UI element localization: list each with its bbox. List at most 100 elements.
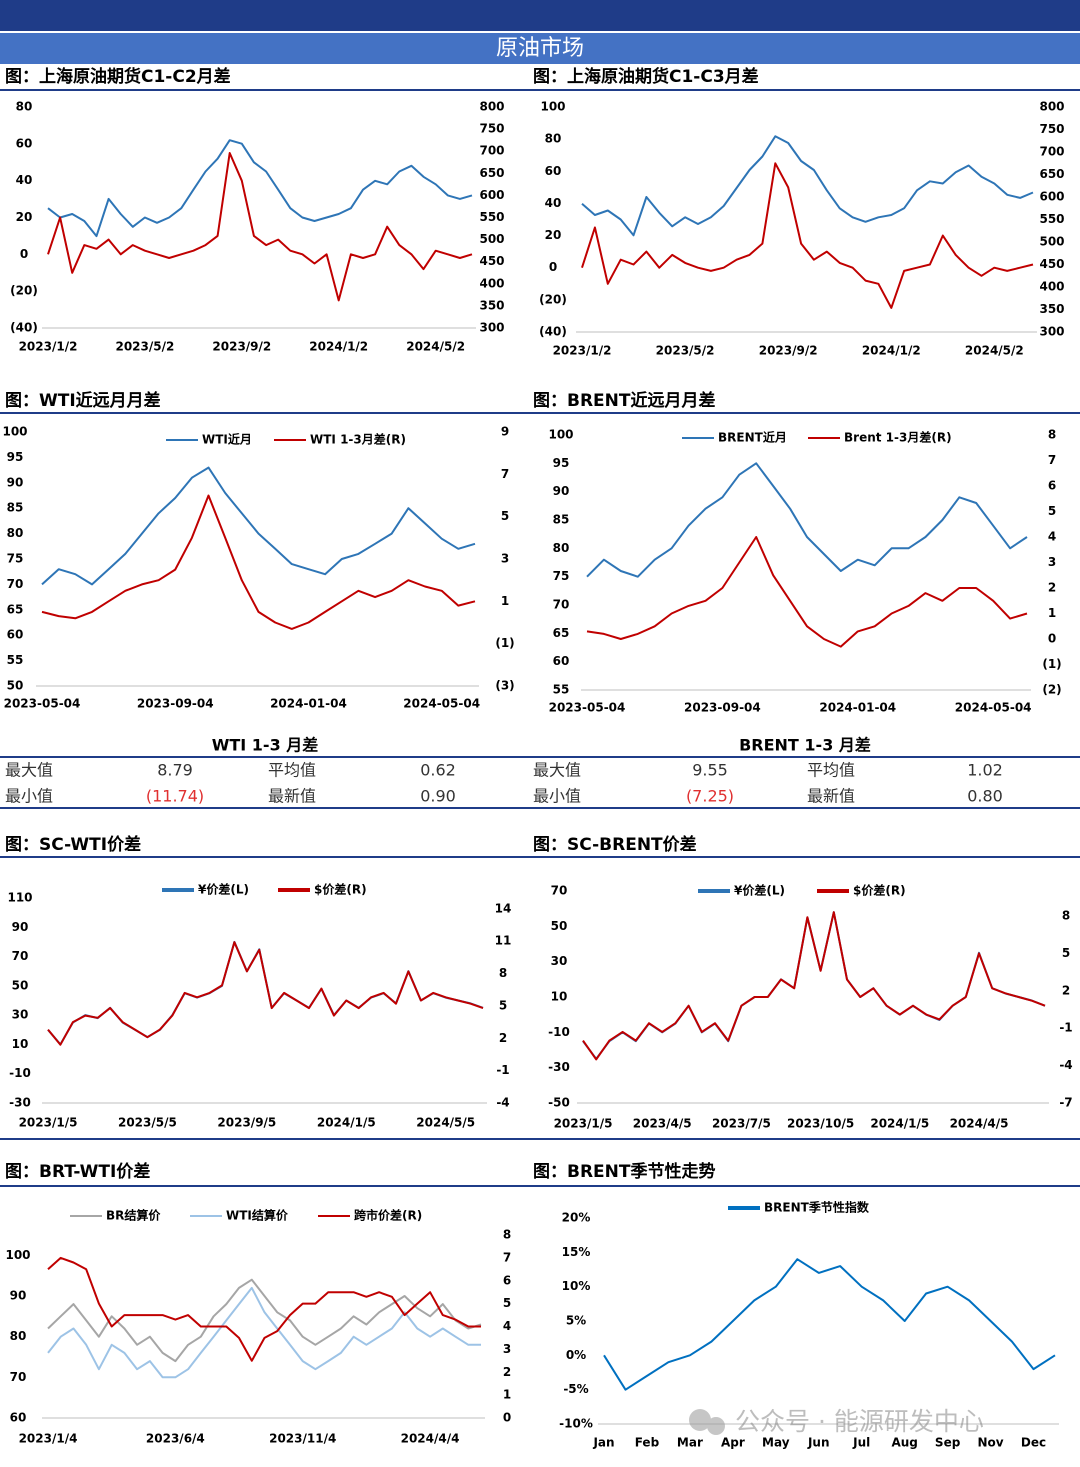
y-tick-label: 300 (479, 321, 504, 335)
y-tick-label: 14 (495, 901, 512, 915)
legend-label: ¥价差(L) (198, 882, 249, 897)
cell: 最大值 (533, 761, 581, 780)
chart-title: 图：WTI近远月月差 (5, 390, 161, 411)
series-line (586, 536, 1028, 648)
y-tick-label: 8 (503, 1228, 511, 1242)
y-tick-label: (1) (495, 636, 514, 650)
y-tick-label: 100 (540, 100, 565, 114)
x-tick-label: 2023-09-04 (137, 697, 214, 711)
x-tick-label: 2023/5/2 (115, 340, 174, 354)
y-tick-label: 500 (479, 232, 504, 246)
x-tick-label: Nov (978, 1436, 1004, 1450)
y-tick-label: 300 (1039, 325, 1064, 339)
x-tick-label: May (762, 1436, 790, 1450)
chart: 图：WTI近远月月差1009590858075706560555097531(1… (2, 390, 514, 711)
x-tick-label: 2023/4/5 (633, 1117, 692, 1131)
series-line (582, 911, 1046, 1060)
y-tick-label: 65 (553, 626, 570, 640)
y-tick-label: 65 (7, 602, 24, 616)
y-tick-label: -7 (1059, 1096, 1072, 1110)
y-tick-label: 650 (1039, 167, 1064, 181)
y-tick-label: 100 (5, 1248, 30, 1262)
cell: 平均值 (807, 761, 855, 780)
y-tick-label: -30 (548, 1060, 570, 1074)
x-tick-label: 2023/1/5 (554, 1117, 613, 1131)
y-tick-label: 100 (548, 428, 573, 442)
x-tick-label: 2023/9/2 (212, 340, 271, 354)
y-tick-label: 30 (551, 954, 568, 968)
y-tick-label: 70 (12, 949, 29, 963)
y-tick-label: 95 (553, 456, 570, 470)
cell: 0.90 (420, 787, 456, 806)
y-tick-label: 90 (10, 1289, 27, 1303)
legend-label: 跨市价差(R) (354, 1208, 422, 1223)
y-tick-label: 85 (7, 501, 24, 515)
y-tick-label: 500 (1039, 235, 1064, 249)
y-tick-label: 60 (545, 164, 562, 178)
y-tick-label: 30 (12, 1008, 29, 1022)
x-tick-label: 2024/5/2 (406, 340, 465, 354)
series-line (41, 466, 476, 586)
y-tick-label: (40) (539, 325, 567, 339)
chart: 图：SC-BRENT价差 70 50 30 10 -10 -30 -50 8 5 2 -1 -4 -7 20… (533, 834, 1073, 1131)
y-tick-label: 9 (501, 425, 509, 439)
chart-title: 图：SC-BRENT价差 (533, 834, 697, 855)
series-line (581, 162, 1034, 309)
y-tick-label: 700 (1039, 145, 1064, 159)
series-line (47, 941, 484, 1046)
x-tick-label: 2023/1/5 (19, 1116, 78, 1130)
y-tick-label: 55 (553, 683, 570, 697)
y-tick-label: 60 (553, 654, 570, 668)
y-tick-label: 80 (545, 132, 562, 146)
y-tick-label: 450 (479, 254, 504, 268)
cell: (11.74) (146, 787, 204, 806)
legend-label: Brent 1-3月差(R) (844, 430, 952, 445)
y-tick-label: -50 (548, 1096, 570, 1110)
y-tick-label: 2 (1062, 983, 1070, 997)
series-line (47, 152, 473, 302)
y-tick-label: -10 (548, 1025, 570, 1039)
y-tick-label: 20 (545, 228, 562, 242)
y-tick-label: 5 (503, 1296, 511, 1310)
y-tick-label: 2 (499, 1031, 507, 1045)
y-tick-label: 6 (1048, 479, 1056, 493)
x-tick-label: 2023/7/5 (712, 1117, 771, 1131)
cell: 最新值 (268, 787, 316, 806)
chart-title: 图：SC-WTI价差 (5, 834, 141, 855)
y-tick-label: 5 (1062, 946, 1070, 960)
y-tick-label: -4 (496, 1096, 509, 1110)
y-tick-label: 70 (10, 1370, 27, 1384)
x-tick-label: 2024/1/5 (317, 1116, 376, 1130)
cell: 8.79 (157, 761, 193, 780)
x-tick-label: 2023/5/2 (656, 344, 715, 358)
chart: 图：BRENT近远月月差1009590858075706560558765432… (533, 390, 1062, 715)
y-tick-label: 20 (16, 210, 33, 224)
y-tick-label: 550 (1039, 212, 1064, 226)
y-tick-label: -1 (496, 1063, 509, 1077)
y-tick-label: 750 (479, 122, 504, 136)
legend-label: BRENT季节性指数 (764, 1200, 870, 1215)
y-tick-label: 0 (503, 1411, 511, 1425)
y-tick-label: 7 (503, 1250, 511, 1264)
y-tick-label: 4 (503, 1319, 511, 1333)
y-tick-label: 40 (545, 196, 562, 210)
series-line (47, 139, 473, 238)
y-tick-label: 80 (10, 1329, 27, 1343)
y-tick-label: (1) (1042, 657, 1061, 671)
charts: 图：上海原油期货C1-C2月差806040200(20)(40)80075070… (2, 66, 1072, 1450)
header-bar (0, 33, 1080, 64)
cell: 最小值 (533, 787, 581, 806)
y-tick-label: 75 (7, 552, 24, 566)
cell: 平均值 (268, 761, 316, 780)
y-tick-label: -5% (563, 1382, 588, 1396)
y-tick-label: 10 (12, 1037, 29, 1051)
y-tick-label: 1 (503, 1388, 511, 1402)
x-tick-label: 2023/1/2 (553, 344, 612, 358)
watermark-text: 公众号 · 能源研发中心 (735, 1407, 984, 1436)
y-tick-label: 650 (479, 166, 504, 180)
series-line (47, 1286, 481, 1379)
y-tick-label: 40 (16, 173, 33, 187)
chart-title: 图：上海原油期货C1-C3月差 (533, 66, 759, 87)
x-tick-label: Jul (852, 1436, 870, 1450)
y-tick-label: 5 (1048, 504, 1056, 518)
